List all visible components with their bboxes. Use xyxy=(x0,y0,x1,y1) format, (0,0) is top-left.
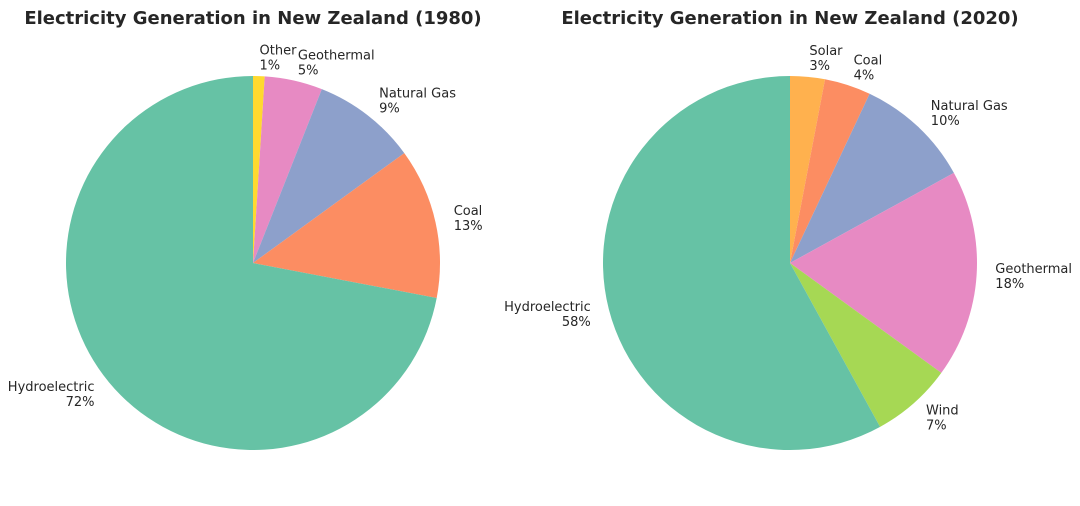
pie-slice-coal xyxy=(253,153,441,299)
slice-label-hydroelectric: Hydroelectric xyxy=(8,380,95,395)
slice-pct-geothermal: 18% xyxy=(995,277,1024,292)
slice-pct-coal: 4% xyxy=(854,68,875,83)
slice-label-coal: Coal xyxy=(854,53,883,68)
chart-title-1980: Electricity Generation in New Zealand (1… xyxy=(24,8,481,29)
slice-pct-coal: 13% xyxy=(454,219,483,234)
pie-slice-hydroelectric xyxy=(66,76,437,450)
slice-pct-geothermal: 5% xyxy=(298,63,319,78)
slice-label-solar: Solar xyxy=(809,44,843,59)
pie-chart-2020: Electricity Generation in New Zealand (2… xyxy=(504,8,1072,450)
slice-pct-hydroelectric: 58% xyxy=(562,315,591,330)
pie-slice-geothermal xyxy=(790,172,978,373)
pie-slice-solar xyxy=(790,76,826,263)
slice-pct-other: 1% xyxy=(260,58,281,73)
slice-pct-natural-gas: 10% xyxy=(931,114,960,129)
slice-pct-natural-gas: 9% xyxy=(379,102,400,117)
slice-pct-solar: 3% xyxy=(809,59,830,74)
slice-pct-hydroelectric: 72% xyxy=(66,395,95,410)
chart-title-2020: Electricity Generation in New Zealand (2… xyxy=(561,8,1018,29)
pie-slice-natural-gas xyxy=(790,93,954,263)
slice-label-geothermal: Geothermal xyxy=(995,262,1072,277)
slice-pct-wind: 7% xyxy=(926,418,947,433)
slice-label-natural-gas: Natural Gas xyxy=(379,87,456,102)
slice-label-coal: Coal xyxy=(454,204,483,219)
pie-slice-wind xyxy=(790,263,942,427)
slice-label-hydroelectric: Hydroelectric xyxy=(504,300,591,315)
pie-slice-natural-gas xyxy=(253,89,405,263)
slices-2020 xyxy=(603,76,978,450)
slices-1980 xyxy=(66,76,441,450)
slice-label-geothermal: Geothermal xyxy=(298,48,375,63)
pie-slice-hydroelectric xyxy=(603,76,881,450)
pie-slice-coal xyxy=(790,79,870,263)
slice-label-wind: Wind xyxy=(926,403,959,418)
pie-chart-1980: Electricity Generation in New Zealand (1… xyxy=(8,8,483,450)
slice-label-natural-gas: Natural Gas xyxy=(931,99,1008,114)
pie-slice-other xyxy=(253,76,265,263)
slice-label-other: Other xyxy=(260,43,298,58)
pie-slice-geothermal xyxy=(253,76,322,264)
